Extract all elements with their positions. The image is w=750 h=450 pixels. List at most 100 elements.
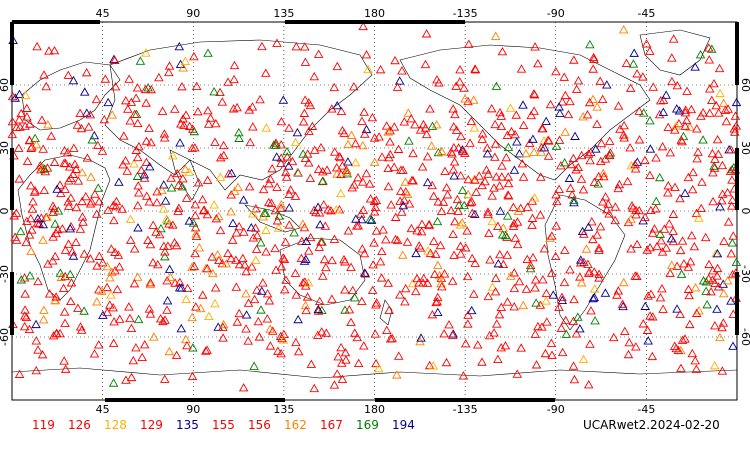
occultation-marker: [625, 143, 635, 152]
occultation-marker: [58, 283, 69, 292]
occultation-marker: [396, 165, 406, 174]
occultation-marker: [392, 82, 403, 91]
occultation-marker: [366, 215, 377, 224]
occultation-marker: [331, 205, 342, 214]
occultation-marker: [418, 273, 429, 283]
bottom-lon-tick-label: 90: [186, 403, 200, 416]
occultation-marker: [187, 371, 198, 381]
occultation-marker: [133, 181, 144, 190]
occultation-marker: [394, 76, 405, 85]
occultation-marker: [349, 328, 360, 337]
occultation-marker: [370, 329, 381, 338]
occultation-marker: [358, 21, 368, 31]
occultation-marker: [316, 327, 327, 336]
occultation-marker: [302, 149, 313, 158]
occultation-marker: [178, 174, 188, 183]
occultation-marker: [589, 267, 600, 276]
occultation-marker: [668, 34, 679, 43]
occultation-marker: [459, 83, 469, 92]
occultation-marker: [551, 66, 561, 76]
occultation-marker: [404, 199, 415, 208]
occultation-marker: [421, 29, 432, 38]
occultation-marker: [469, 123, 480, 132]
occultation-marker: [49, 45, 60, 55]
occultation-marker: [459, 200, 469, 210]
occultation-marker: [567, 190, 577, 199]
occultation-marker: [141, 157, 152, 166]
occultation-marker: [402, 237, 413, 246]
occultation-marker: [377, 246, 387, 256]
occultation-marker: [569, 374, 580, 384]
occultation-marker: [99, 114, 110, 124]
occultation-marker: [518, 172, 529, 181]
occultation-marker: [690, 283, 701, 292]
occultation-marker: [234, 308, 244, 318]
occultation-marker: [277, 333, 287, 343]
occultation-marker: [620, 326, 630, 336]
occultation-marker: [291, 337, 301, 347]
occultation-marker: [565, 96, 575, 106]
occultation-marker: [210, 298, 220, 308]
occultation-marker: [517, 159, 528, 168]
occultation-marker: [249, 294, 260, 304]
occultation-marker: [588, 94, 598, 103]
occultation-marker: [496, 121, 507, 131]
occultation-marker: [278, 95, 289, 104]
occultation-marker: [588, 293, 598, 303]
occultation-marker: [709, 161, 719, 170]
occultation-marker: [240, 260, 250, 269]
occultation-marker: [309, 71, 320, 81]
occultation-marker: [566, 159, 576, 169]
occultation-marker: [712, 134, 723, 144]
occultation-marker: [48, 331, 59, 340]
occultation-marker: [65, 296, 76, 306]
occultation-marker: [343, 139, 353, 149]
occultation-marker: [598, 168, 609, 177]
occultation-marker: [556, 323, 567, 332]
occultation-marker: [32, 41, 42, 51]
occultation-marker: [259, 208, 270, 217]
occultation-marker: [62, 148, 73, 157]
occultation-marker: [105, 273, 115, 282]
occultation-marker: [131, 343, 141, 352]
occultation-marker: [579, 229, 589, 238]
occultation-marker: [228, 104, 239, 113]
occultation-marker: [321, 262, 331, 272]
occultation-marker: [298, 149, 308, 158]
occultation-marker: [79, 306, 89, 315]
occultation-marker: [551, 221, 562, 230]
occultation-marker: [426, 141, 437, 150]
occultation-marker: [346, 317, 356, 326]
occultation-marker: [336, 106, 347, 115]
occultation-marker: [14, 369, 25, 378]
occultation-marker: [560, 90, 571, 100]
occultation-marker: [21, 103, 32, 112]
occultation-marker: [690, 355, 700, 365]
occultation-marker: [369, 238, 379, 247]
occultation-marker: [470, 258, 480, 267]
occultation-marker: [341, 165, 352, 174]
occultation-marker: [522, 254, 533, 264]
occultation-marker: [66, 193, 76, 202]
occultation-marker: [102, 282, 112, 292]
occultation-marker: [663, 180, 674, 190]
occultation-marker: [20, 311, 30, 320]
occultation-marker: [708, 196, 718, 206]
occultation-marker: [529, 89, 539, 98]
occultation-marker: [79, 249, 90, 258]
occultation-marker: [296, 253, 307, 263]
occultation-marker: [106, 290, 116, 299]
occultation-marker: [643, 291, 653, 300]
occultation-marker: [657, 141, 668, 151]
occultation-marker: [632, 271, 642, 280]
occultation-marker: [456, 131, 466, 141]
occultation-marker: [629, 48, 639, 57]
occultation-marker: [728, 231, 739, 240]
occultation-marker: [446, 147, 456, 156]
occultation-marker: [361, 168, 372, 178]
occultation-marker: [706, 44, 717, 53]
occultation-marker: [685, 256, 696, 266]
occultation-marker: [524, 138, 535, 147]
occultation-marker: [450, 109, 460, 119]
occultation-marker: [369, 157, 380, 166]
